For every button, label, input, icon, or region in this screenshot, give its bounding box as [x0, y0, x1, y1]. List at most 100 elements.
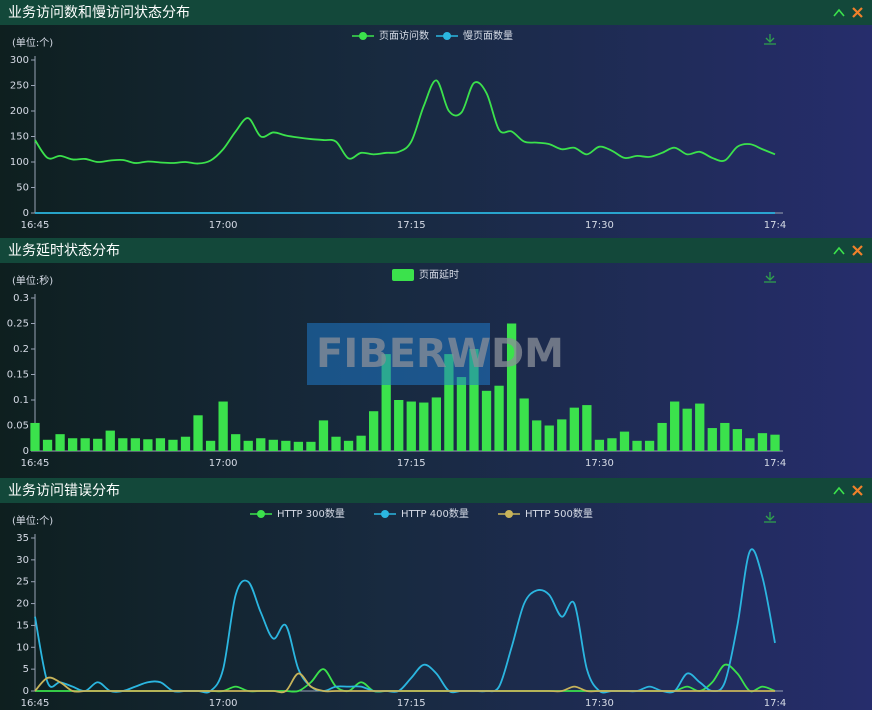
y-tick-label: 0 [23, 446, 29, 457]
collapse-button[interactable] [833, 246, 845, 255]
bar [30, 422, 40, 451]
bar [481, 390, 492, 451]
panel-title: 业务访问错误分布 [8, 483, 120, 499]
legend-label[interactable]: 页面延时 [419, 269, 459, 281]
download-button[interactable] [764, 512, 776, 523]
bar [118, 438, 128, 451]
y-tick-label: 30 [16, 555, 29, 566]
x-tick-label: 17:4 [764, 698, 786, 709]
bar [444, 354, 454, 451]
legend-label[interactable]: HTTP 400数量 [401, 507, 469, 520]
y-tick-label: 0.1 [13, 395, 29, 406]
x-tick-label: 17:4 [764, 220, 786, 231]
bar [419, 402, 429, 451]
bar [469, 349, 479, 451]
bar [394, 400, 404, 451]
y-tick-label: 150 [10, 132, 29, 143]
x-tick-label: 17:00 [209, 458, 238, 469]
panel: 业务延时状态分布 (单位:秒) 0 0.05 0.1 0.15 0.2 0.25 0.3 16:4… [0, 238, 872, 469]
bar [205, 440, 216, 451]
unit-label: (单位:秒) [12, 274, 53, 287]
bar [657, 422, 667, 451]
close-button[interactable] [852, 485, 863, 496]
download-button[interactable] [764, 272, 776, 283]
y-tick-label: 0.25 [7, 319, 29, 330]
bar [293, 441, 304, 451]
bar [80, 438, 90, 451]
bar [670, 401, 680, 451]
x-tick-label: 17:15 [397, 458, 426, 469]
panel-header [0, 478, 872, 503]
panel: 业务访问数和慢访问状态分布 (单位:个) 0 50 100 150 200 250 300 16:… [0, 0, 872, 231]
bar [218, 401, 228, 451]
close-button[interactable] [852, 245, 863, 256]
x-tick-label: 17:15 [397, 220, 426, 231]
x-tick-label: 17:00 [209, 698, 238, 709]
x-tick-label: 17:30 [585, 458, 614, 469]
bar [343, 440, 354, 451]
panel-title: 业务延时状态分布 [8, 243, 120, 259]
bar [456, 377, 467, 451]
panel-header [0, 0, 872, 25]
close-button[interactable] [852, 7, 863, 18]
bar [695, 403, 705, 451]
bar [331, 436, 341, 451]
line-series [34, 672, 775, 694]
y-tick-label: 200 [10, 106, 29, 117]
y-tick-label: 250 [10, 81, 29, 92]
bar [93, 438, 103, 451]
bar [494, 385, 504, 451]
line-series [34, 79, 776, 165]
legend-label[interactable]: HTTP 300数量 [277, 507, 345, 520]
watermark-box [307, 323, 490, 385]
legend-marker[interactable] [505, 510, 513, 518]
legend-marker[interactable] [381, 510, 389, 518]
legend-label[interactable]: 页面访问数 [379, 29, 429, 42]
bar [707, 428, 717, 451]
y-tick-label: 15 [16, 620, 29, 631]
bar [431, 397, 441, 451]
bar [318, 420, 329, 451]
bar [42, 439, 53, 451]
legend-marker[interactable] [257, 510, 265, 518]
panel-title: 业务访问数和慢访问状态分布 [8, 4, 190, 21]
y-tick-label: 50 [16, 183, 29, 194]
y-tick-label: 300 [10, 55, 29, 66]
watermark: FIBERWDM [307, 323, 564, 385]
y-tick-label: 10 [16, 642, 29, 653]
legend-marker[interactable] [443, 32, 451, 40]
bar [356, 435, 366, 451]
legend-swatch[interactable] [392, 269, 414, 281]
bar [55, 434, 65, 451]
bar [619, 431, 630, 451]
bar [594, 439, 605, 451]
x-tick-label: 17:4 [764, 458, 786, 469]
download-button[interactable] [764, 34, 776, 45]
legend-marker[interactable] [359, 32, 367, 40]
bar [143, 439, 153, 451]
line-series [34, 548, 776, 694]
collapse-button[interactable] [833, 8, 845, 17]
bar [745, 438, 755, 451]
bar [757, 433, 768, 451]
bar [381, 354, 391, 451]
bar [569, 407, 579, 451]
x-tick-label: 17:30 [585, 220, 614, 231]
bar [105, 430, 115, 451]
y-tick-label: 20 [16, 599, 29, 610]
y-tick-label: 5 [23, 664, 29, 675]
legend-label[interactable]: HTTP 500数量 [525, 507, 593, 520]
bar [268, 439, 278, 451]
y-tick-label: 0.3 [13, 293, 29, 304]
collapse-button[interactable] [833, 486, 845, 495]
bar [306, 441, 316, 451]
bar [281, 440, 291, 451]
bar [720, 422, 730, 451]
y-tick-label: 0.15 [7, 370, 29, 381]
legend-label[interactable]: 慢页面数量 [463, 29, 513, 42]
bar [256, 438, 266, 451]
y-tick-label: 0 [23, 208, 29, 219]
bar [168, 439, 178, 451]
x-tick-label: 17:00 [209, 220, 238, 231]
